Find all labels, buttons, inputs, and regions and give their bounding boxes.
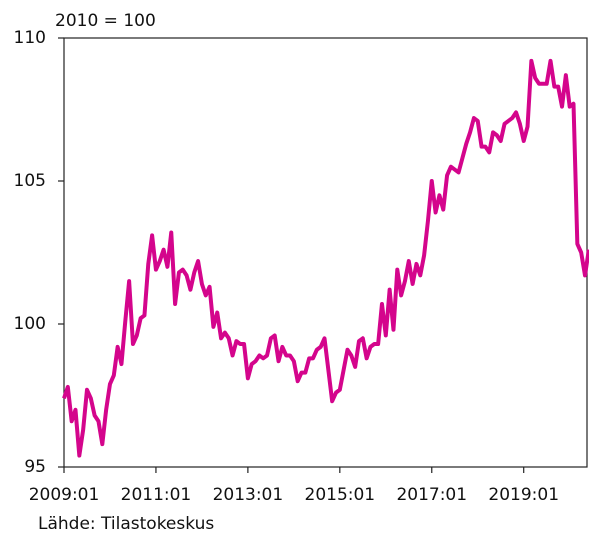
plot-frame — [63, 37, 588, 468]
x-tick-label: 2013:01 — [213, 485, 284, 505]
x-tick-label: 2009:01 — [29, 485, 100, 505]
y-tick-label: 95 — [24, 457, 46, 477]
x-tick-label: 2019:01 — [488, 485, 559, 505]
x-tick-label: 2011:01 — [121, 485, 192, 505]
data-line — [62, 58, 589, 458]
x-tick-label: 2017:01 — [396, 485, 467, 505]
y-axis-label: 2010 = 100 — [55, 11, 156, 31]
y-tick-label: 110 — [14, 28, 46, 48]
y-tick-label: 105 — [14, 171, 46, 191]
y-tick-label: 100 — [14, 314, 46, 334]
source: Lähde: Tilastokeskus — [38, 514, 214, 534]
x-tick-label: 2015:01 — [305, 485, 376, 505]
